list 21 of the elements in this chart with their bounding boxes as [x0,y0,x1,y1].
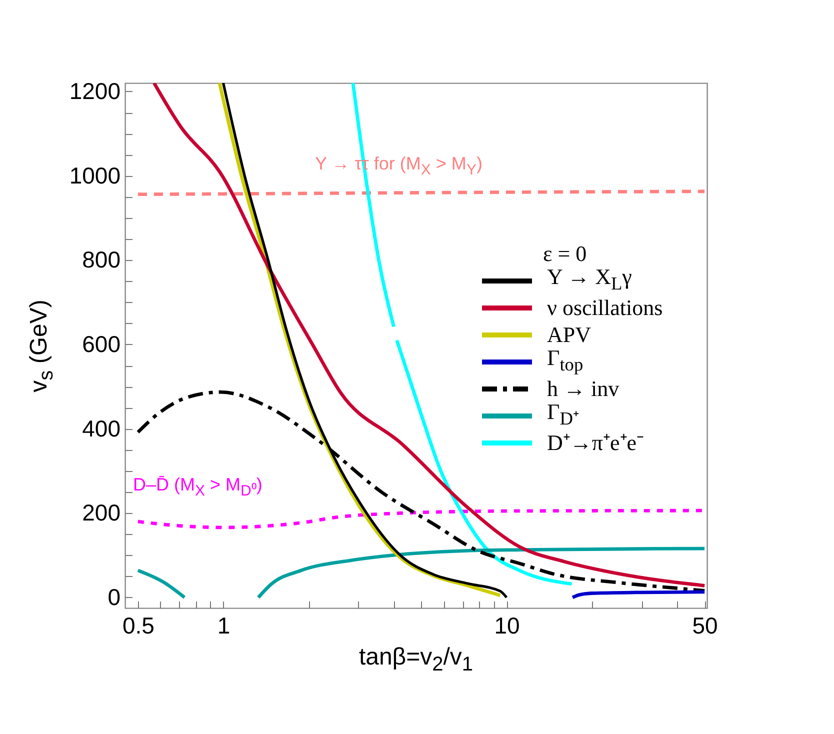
x-tick-label: 50 [692,612,718,638]
legend-label: h → inv [547,375,620,402]
legend-title: ε = 0 [543,241,587,266]
x-tick-label: 0.5 [122,612,154,638]
y-tick-label: 0 [108,584,120,610]
y-tick-label: 800 [82,246,120,273]
x-tick-label: 1 [217,612,230,638]
legend-label: Γ$_{top}$ [547,345,584,375]
legend-label: D⁺→π⁺e⁺e⁻ [547,429,644,456]
x-axis-title: tanβ=v$_{2}$/v$_{1}$ [358,644,474,676]
legend-label: APV [547,321,592,348]
y-tick-label: 600 [82,330,120,357]
legend-label: ν oscillations [547,294,663,321]
y-tick-label: 1000 [69,162,120,188]
y-tick-label: 1200 [69,78,120,104]
legend-label: Υ → X$_{L}$γ [547,264,632,294]
legend-label: Γ$_{D⁺}$ [547,399,579,429]
annotation: D–D̄ (M$_{X}$ > M$_{D⁰}$) [133,474,262,500]
y-tick-label: 200 [82,500,120,526]
x-tick-label: 10 [494,612,520,638]
y-tick-label: 400 [82,415,120,442]
